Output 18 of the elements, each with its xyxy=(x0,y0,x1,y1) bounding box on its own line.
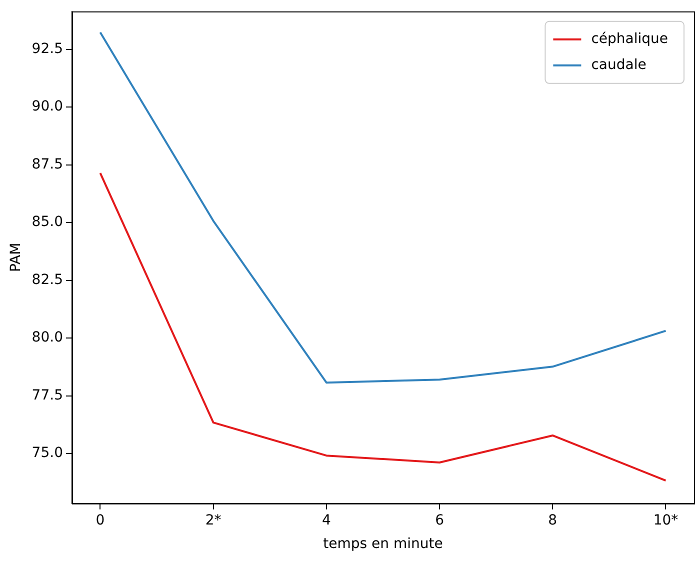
x-tick-label: 2* xyxy=(205,512,222,528)
y-tick-label: 87.5 xyxy=(32,156,63,172)
x-tick-label: 6 xyxy=(435,512,444,528)
x-axis-title: temps en minute xyxy=(323,536,443,552)
x-tick-label: 8 xyxy=(548,512,558,528)
x-tick-label: 10* xyxy=(653,512,678,528)
legend-label: céphalique xyxy=(591,31,668,48)
x-tick-label: 4 xyxy=(322,512,331,528)
y-tick-label: 82.5 xyxy=(32,272,63,288)
y-tick-label: 92.5 xyxy=(32,40,63,57)
legend-label: caudale xyxy=(591,57,646,74)
y-tick-label: 90.0 xyxy=(32,98,63,115)
y-tick-label: 77.5 xyxy=(32,387,63,404)
y-axis-title: PAM xyxy=(8,242,24,272)
y-tick-label: 85.0 xyxy=(32,214,63,230)
x-tick-label: 0 xyxy=(96,512,105,528)
y-tick-label: 80.0 xyxy=(32,330,63,346)
y-tick-label: 75.0 xyxy=(32,445,63,462)
